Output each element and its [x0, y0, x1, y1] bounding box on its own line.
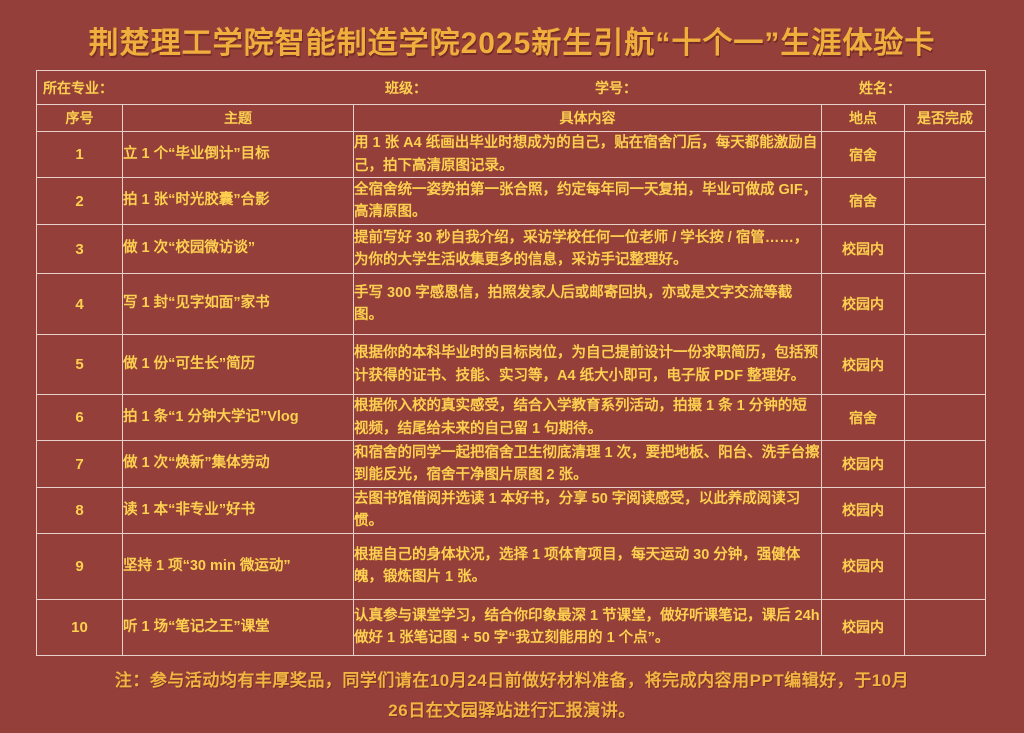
task-number: 2: [36, 177, 123, 225]
task-topic: 拍 1 条“1 分钟大学记”Vlog: [122, 394, 354, 441]
task-detail: 提前写好 30 秒自我介绍，采访学校任何一位老师 / 学长按 / 宿管……，为你…: [353, 224, 822, 274]
col-header-number: 序号: [36, 104, 123, 132]
task-completion-cell: [903, 334, 987, 395]
task-row: 9 坚持 1 项“30 min 微运动” 根据自己的身体状况，选择 1 项体育项…: [36, 532, 987, 600]
column-header-row: 序号 主题 具体内容 地点 是否完成: [36, 104, 987, 132]
task-location: 校园内: [821, 532, 905, 600]
task-row: 2 拍 1 张“时光胶囊”合影 全宿舍统一姿势拍第一张合照，约定每年同一天复拍，…: [36, 177, 987, 225]
task-number: 8: [36, 487, 123, 534]
task-number: 7: [36, 440, 123, 488]
col-header-completed: 是否完成: [903, 104, 987, 132]
task-detail: 去图书馆借阅并选读 1 本好书，分享 50 字阅读感受，以此养成阅读习惯。: [353, 487, 822, 534]
experience-card-table: 所在专业： 班级： 学号： 姓名： 序号 主题 具体内容 地点 是否完成 1 立…: [35, 70, 987, 656]
student-info-fields: 所在专业： 班级： 学号： 姓名：: [37, 71, 985, 104]
task-number: 9: [36, 532, 123, 600]
task-completion-cell: [903, 598, 987, 656]
student-info-row: 所在专业： 班级： 学号： 姓名：: [35, 70, 987, 105]
task-detail: 全宿舍统一姿势拍第一张合照，约定每年同一天复拍，毕业可做成 GIF，高清原图。: [353, 177, 822, 225]
class-field-label: 班级：: [385, 79, 427, 96]
student-id-field-label: 学号：: [595, 79, 637, 96]
page-title: 荆楚理工学院智能制造学院2025新生引航“十个一”生涯体验卡: [88, 27, 936, 60]
task-row: 8 读 1 本“非专业”好书 去图书馆借阅并选读 1 本好书，分享 50 字阅读…: [36, 487, 987, 534]
task-completion-cell: [903, 273, 987, 335]
task-topic: 读 1 本“非专业”好书: [122, 487, 354, 534]
task-number: 5: [36, 334, 123, 395]
task-row: 10 听 1 场“笔记之王”课堂 认真参与课堂学习，结合你印象最深 1 节课堂，…: [36, 598, 987, 656]
task-rows: 1 立 1 个“毕业倒计”目标 用 1 张 A4 纸画出毕业时想成为的自己，贴在…: [36, 131, 987, 656]
task-completion-cell: [903, 224, 987, 274]
task-detail: 手写 300 字感恩信，拍照发家人后或邮寄回执，亦或是文字交流等截图。: [353, 273, 822, 335]
footer-note-text: 注：参与活动均有丰厚奖品，同学们请在10月24日前做好材料准备，将完成内容用PP…: [114, 671, 910, 720]
col-header-topic: 主题: [122, 104, 354, 132]
task-detail: 根据你的本科毕业时的目标岗位，为自己提前设计一份求职简历，包括预计获得的证书、技…: [353, 334, 822, 395]
task-detail: 和宿舍的同学一起把宿舍卫生彻底清理 1 次，要把地板、阳台、洗手台擦到能反光，宿…: [353, 440, 822, 488]
task-location: 宿舍: [821, 177, 905, 225]
col-header-detail: 具体内容: [353, 104, 822, 132]
task-topic: 做 1 次“校园微访谈”: [122, 224, 354, 274]
task-row: 7 做 1 次“焕新”集体劳动 和宿舍的同学一起把宿舍卫生彻底清理 1 次，要把…: [36, 440, 987, 488]
task-topic: 听 1 场“笔记之王”课堂: [122, 598, 354, 656]
task-completion-cell: [903, 440, 987, 488]
name-field-label: 姓名：: [859, 79, 901, 96]
footer-note: 注：参与活动均有丰厚奖品，同学们请在10月24日前做好材料准备，将完成内容用PP…: [0, 666, 1024, 726]
task-row: 6 拍 1 条“1 分钟大学记”Vlog 根据你入校的真实感受，结合入学教育系列…: [36, 394, 987, 441]
task-row: 3 做 1 次“校园微访谈” 提前写好 30 秒自我介绍，采访学校任何一位老师 …: [36, 224, 987, 274]
task-topic: 拍 1 张“时光胶囊”合影: [122, 177, 354, 225]
task-detail: 认真参与课堂学习，结合你印象最深 1 节课堂，做好听课笔记，课后 24h 做好 …: [353, 598, 822, 656]
major-field-label: 所在专业：: [43, 79, 113, 96]
task-number: 4: [36, 273, 123, 335]
task-topic: 做 1 份“可生长”简历: [122, 334, 354, 395]
task-location: 宿舍: [821, 131, 905, 178]
task-location: 校园内: [821, 487, 905, 534]
task-completion-cell: [903, 394, 987, 441]
task-location: 校园内: [821, 440, 905, 488]
task-number: 3: [36, 224, 123, 274]
task-row: 4 写 1 封“见字如面”家书 手写 300 字感恩信，拍照发家人后或邮寄回执，…: [36, 273, 987, 335]
task-topic: 写 1 封“见字如面”家书: [122, 273, 354, 335]
task-detail: 根据自己的身体状况，选择 1 项体育项目，每天运动 30 分钟，强健体魄，锻炼图…: [353, 532, 822, 600]
task-location: 校园内: [821, 224, 905, 274]
task-number: 1: [36, 131, 123, 178]
student-info-cell: 所在专业： 班级： 学号： 姓名：: [35, 70, 987, 105]
task-completion-cell: [903, 131, 987, 178]
task-location: 校园内: [821, 273, 905, 335]
task-topic: 坚持 1 项“30 min 微运动”: [122, 532, 354, 600]
task-completion-cell: [903, 177, 987, 225]
task-number: 10: [36, 598, 123, 656]
task-completion-cell: [903, 532, 987, 600]
task-location: 校园内: [821, 334, 905, 395]
task-row: 1 立 1 个“毕业倒计”目标 用 1 张 A4 纸画出毕业时想成为的自己，贴在…: [36, 131, 987, 178]
col-header-location: 地点: [821, 104, 905, 132]
task-detail: 根据你入校的真实感受，结合入学教育系列活动，拍摄 1 条 1 分钟的短视频，结尾…: [353, 394, 822, 441]
task-location: 宿舍: [821, 394, 905, 441]
task-topic: 立 1 个“毕业倒计”目标: [122, 131, 354, 178]
task-completion-cell: [903, 487, 987, 534]
task-location: 校园内: [821, 598, 905, 656]
task-topic: 做 1 次“焕新”集体劳动: [122, 440, 354, 488]
task-row: 5 做 1 份“可生长”简历 根据你的本科毕业时的目标岗位，为自己提前设计一份求…: [36, 334, 987, 395]
task-number: 6: [36, 394, 123, 441]
task-detail: 用 1 张 A4 纸画出毕业时想成为的自己，贴在宿舍门后，每天都能激励自己，拍下…: [353, 131, 822, 178]
